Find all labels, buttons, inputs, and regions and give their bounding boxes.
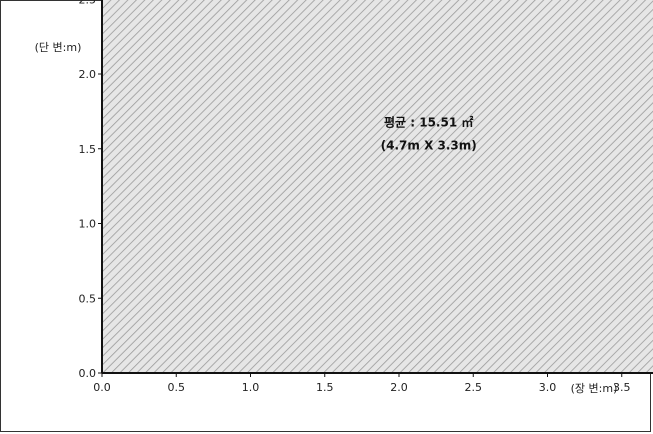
y-tick-label: 2.0: [79, 68, 97, 81]
y-axis-label: (단 변:m): [35, 41, 82, 54]
y-tick-label: 0.5: [79, 292, 97, 305]
x-axis-label: (장 변:m): [571, 382, 618, 395]
x-tick-label: 2.0: [390, 381, 408, 394]
average-area-layer: [102, 0, 653, 374]
x-tick-label: 3.0: [539, 381, 557, 394]
x-tick-label: 0.5: [168, 381, 186, 394]
average-dimensions-label: (4.7m X 3.3m): [381, 138, 477, 152]
y-tick-label: 1.0: [79, 218, 97, 231]
x-tick-label: 2.5: [465, 381, 483, 394]
y-tick-label: 2.5: [79, 0, 97, 6]
x-tick-label: 1.0: [242, 381, 260, 394]
x-tick-label: 3.5: [613, 381, 631, 394]
axes: 0.00.51.01.52.02.53.03.54.04.55.05.56.00…: [79, 0, 653, 394]
x-tick-label: 1.5: [316, 381, 334, 394]
average-label: 평균 : 15.51 ㎡: [384, 114, 473, 129]
average-area-rect: [102, 0, 653, 374]
x-tick-label: 0.0: [93, 381, 111, 394]
y-tick-label: 1.5: [79, 143, 97, 156]
y-tick-label: 0.0: [79, 367, 97, 380]
